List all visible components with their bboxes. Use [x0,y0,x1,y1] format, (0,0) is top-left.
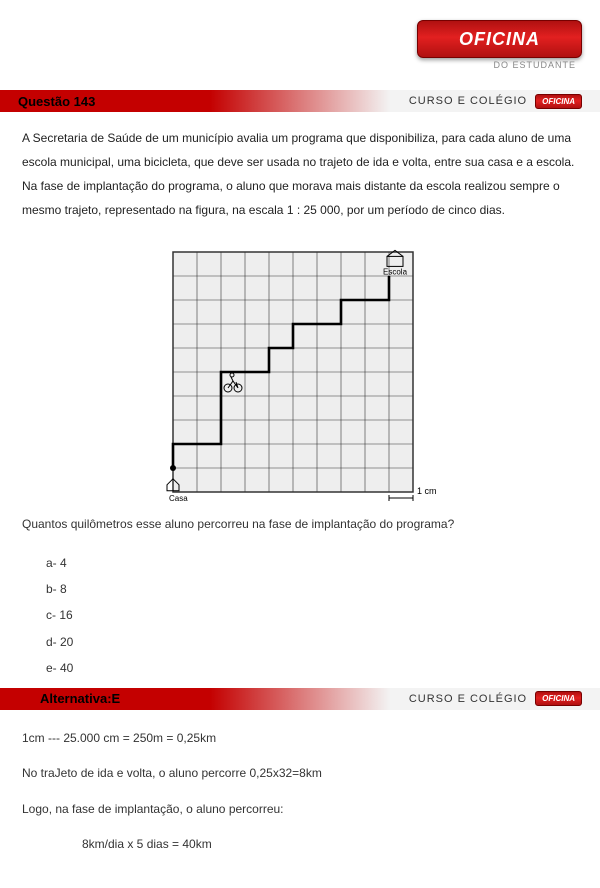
question-header-bar: Questão 143 CURSO E COLÉGIO OFICINA [0,90,600,112]
header-course-label: CURSO E COLÉGIO [409,95,527,107]
answer-option: c- 16 [46,602,600,628]
svg-text:Escola: Escola [383,267,408,276]
question-prompt: Quantos quilômetros esse aluno percorreu… [0,514,600,546]
problem-text: A Secretaria de Saúde de um município av… [22,126,578,222]
answer-option: e- 40 [46,655,600,681]
answer-label: Alternativa:E [0,691,120,706]
problem-statement: A Secretaria de Saúde de um município av… [0,112,600,236]
svg-text:1 cm: 1 cm [417,486,437,496]
solution-line-3: Logo, na fase de implantação, o aluno pe… [22,799,578,821]
question-number: Questão 143 [0,94,95,109]
answer-list: a- 4b- 8c- 16d- 20e- 40 [0,546,600,688]
brand-logo: OFICINA DO ESTUDANTE [417,20,582,70]
footer-course-label: CURSO E COLÉGIO [409,693,527,705]
solution-block: 1cm --- 25.000 cm = 250m = 0,25km No tra… [0,710,600,888]
mini-logo-icon: OFICINA [535,94,582,109]
mini-logo-icon: OFICINA [535,691,582,706]
route-grid-svg: Casa Escola 1 cm [155,244,445,502]
answer-option: a- 4 [46,550,600,576]
solution-line-1: 1cm --- 25.000 cm = 250m = 0,25km [22,728,578,750]
logo-main: OFICINA [417,20,582,58]
grid-figure: Casa Escola 1 cm [0,236,600,514]
logo-subtitle: DO ESTUDANTE [417,58,582,70]
answer-header-bar: Alternativa:E CURSO E COLÉGIO OFICINA [0,688,600,710]
svg-text:Casa: Casa [169,494,188,502]
answer-option: b- 8 [46,576,600,602]
solution-line-4: 8km/dia x 5 dias = 40km [22,834,578,856]
answer-option: d- 20 [46,629,600,655]
solution-line-2: No traJeto de ida e volta, o aluno perco… [22,763,578,785]
